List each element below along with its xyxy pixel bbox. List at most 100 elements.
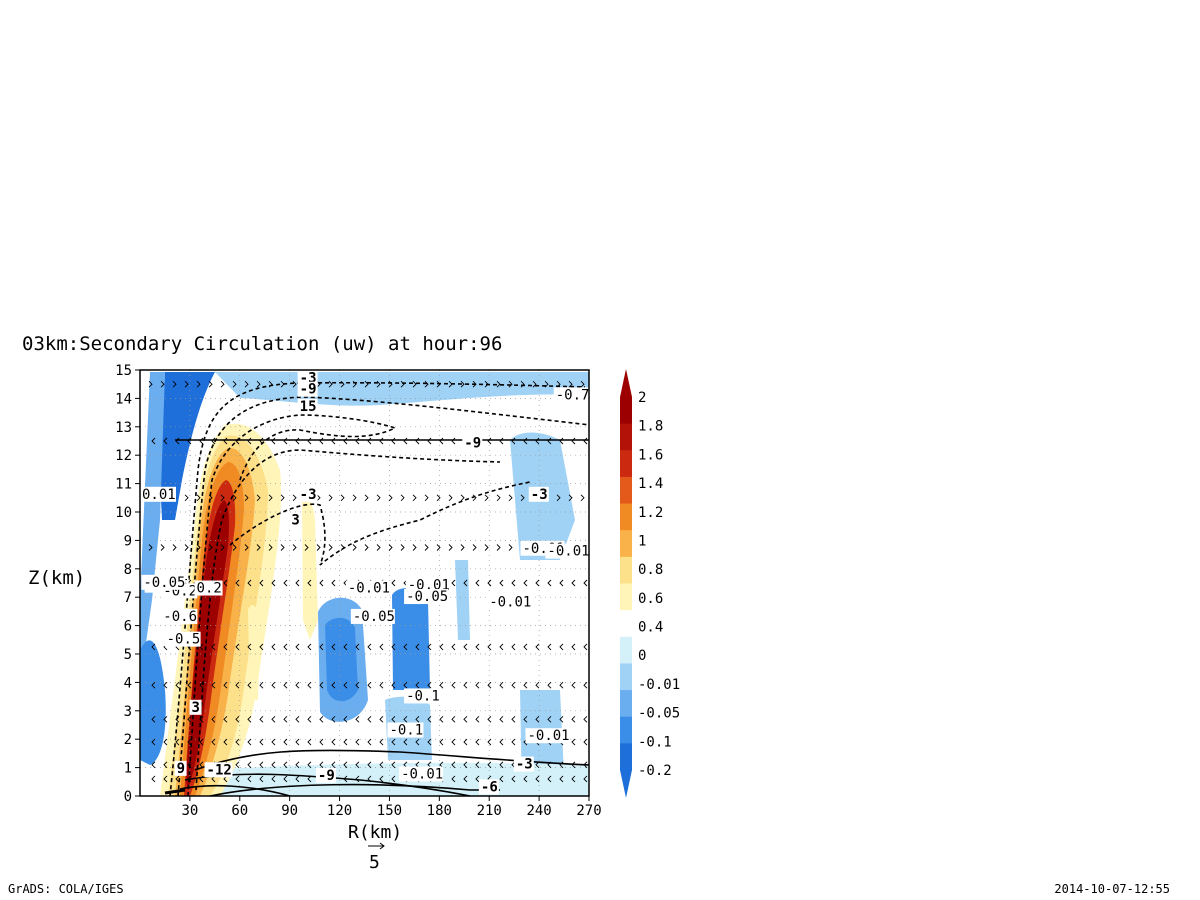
vector-arrow [463,579,468,587]
vector-arrow [484,380,489,388]
vector-arrow [280,380,285,388]
vector-arrow [163,437,168,445]
vector-arrow [475,761,480,769]
vector-arrow [268,494,273,502]
vector-arrow [424,544,429,551]
vector-arrow [547,643,552,651]
vector-arrow [508,544,513,551]
vector-arrow [523,681,528,689]
vector-arrow [259,643,264,651]
vector-arrow [343,716,348,723]
colorbar-label: 2 [638,390,646,406]
vector-arrow [295,761,300,769]
contour-label-bg [194,580,223,596]
vector-arrow [235,681,240,689]
vector-arrow [391,437,396,445]
contour-label-bg [553,387,590,403]
vector-arrow [247,643,252,651]
vector-arrow [535,681,540,689]
vector-arrow [583,716,588,723]
y-tick-label: 0 [124,789,132,805]
vector-arrow [583,738,588,746]
vector-arrow [331,643,336,651]
vector-arrow [199,643,204,651]
vector-arrow [448,380,453,388]
vector-arrow [463,775,468,783]
contour-label-bg [404,589,449,605]
vector-arrow [244,380,249,388]
vector-arrow [583,681,588,689]
contour-label-bg [387,722,424,738]
vector-arrow [256,494,261,502]
vector-arrow [343,643,348,651]
x-axis: 30 60 90 120 150 180 210 240 270 [181,796,602,819]
colorbar-label: 1.6 [638,447,663,463]
vector-arrow [160,544,165,551]
vector-arrow [451,437,456,445]
vector-arrow [211,681,216,689]
vector-arrow [547,437,552,445]
vector-arrow [439,437,444,445]
vector-arrow [343,681,348,689]
vector-arrow [271,643,276,651]
vector-arrow [232,380,237,388]
vector-arrow [379,681,384,689]
vector-arrow [379,437,384,445]
vector-arrow [400,494,405,502]
contour-label-bg [164,631,201,647]
vector-arrow [559,437,564,445]
vector-arrow [160,380,165,388]
vector-arrow [496,544,501,551]
vector-arrow [379,775,384,783]
vector-arrow [199,437,204,445]
vector-arrow [559,716,564,723]
vector-arrow [367,738,372,746]
vector-arrow [436,380,441,388]
vector-arrow [436,494,441,502]
contour-label: -0.01 [489,595,531,611]
vector-arrow [343,761,348,769]
vector-arrow [175,437,180,445]
colorbar-swatch [620,476,632,505]
contour-label: -0.5 [167,632,201,648]
chart-title: 03km:Secondary Circulation (uw) at hour:… [22,333,502,355]
vector-arrow [487,437,492,445]
x-tick-label: 60 [231,803,248,819]
contour-label: -9 [318,768,335,784]
vector-arrow [475,738,480,746]
vector-arrow [295,681,300,689]
vector-arrow [547,681,552,689]
vector-arrow [451,716,456,723]
vector-arrow [523,579,528,587]
vector-arrow [283,738,288,746]
vector-arrow [571,738,576,746]
vector-arrow [271,437,276,445]
vector-arrow [187,716,192,723]
vector-arrow [196,494,201,502]
wind-vectors [148,380,588,783]
contour-solid-9-left [164,788,186,795]
vector-arrow [259,437,264,445]
vector-arrow [316,380,321,388]
colorbar-swatch [620,743,632,771]
vector-arrow [535,716,540,723]
vector-arrow [223,579,228,587]
vector-arrow [568,380,573,388]
vector-arrow [547,579,552,587]
contour-label-bg [487,594,532,610]
updraft-column-60 [248,605,260,700]
vector-arrow [472,380,477,388]
vector-arrow [307,775,312,783]
vector-arrow [304,544,309,551]
vector-arrow [559,775,564,783]
colorbar-swatch [620,636,632,664]
colorbar-swatch [620,397,632,425]
colorbar-label: 1.4 [638,476,663,492]
contour-label-bg [528,486,549,502]
contour-label: -0.6 [163,609,197,625]
vector-arrow [247,716,252,723]
vector-arrow [511,738,516,746]
x-tick-label: 240 [526,803,551,819]
contour-label: -0.01 [401,767,443,783]
vector-arrow [295,437,300,445]
